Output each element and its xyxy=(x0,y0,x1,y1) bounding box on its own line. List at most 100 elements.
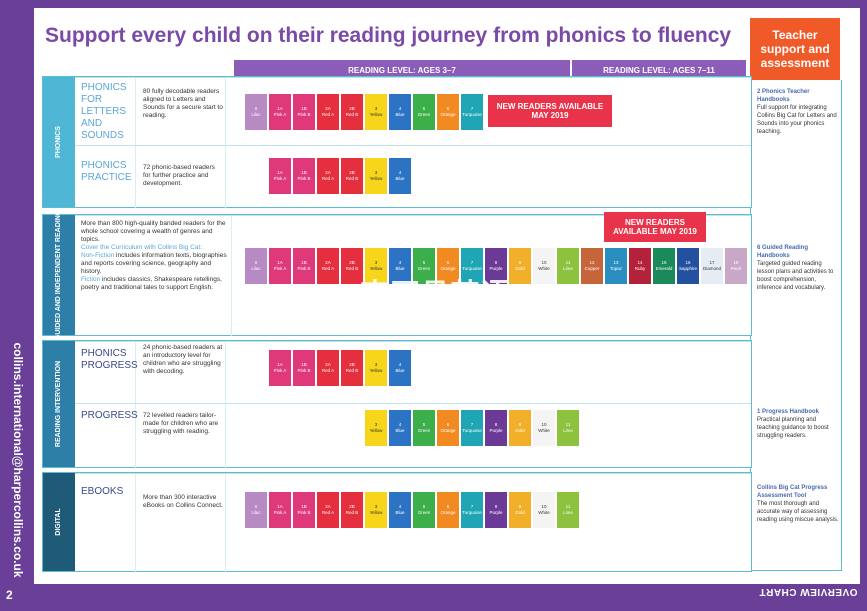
level-name: Blue xyxy=(395,112,405,117)
level-name: Pink A xyxy=(273,176,287,181)
level-number: 10 xyxy=(541,260,547,265)
level-block-orange: 6 Orange xyxy=(437,410,459,446)
level-block-turquoise: 7 Turquoise xyxy=(461,410,483,446)
level-number: 4 xyxy=(398,362,402,367)
level-number: 7 xyxy=(470,504,474,509)
level-block-lilac: 0 Lilac xyxy=(245,248,267,284)
level-name: Red B xyxy=(345,368,359,373)
row-title: PHONICS PRACTICE xyxy=(81,160,132,183)
level-block-red-b: 2B Red B xyxy=(341,248,363,284)
page-number: 2 xyxy=(6,588,13,602)
level-block-red-b: 2B Red B xyxy=(341,350,363,386)
level-name: Red A xyxy=(321,510,335,515)
level-name: Red B xyxy=(345,176,359,181)
level-number: 5 xyxy=(422,504,426,509)
level-number: 8 xyxy=(494,260,498,265)
level-number: 6 xyxy=(446,504,450,509)
level-number: 1A xyxy=(277,170,283,175)
row-title: EBOOKS xyxy=(81,486,124,497)
level-block-lime: 11 Lime xyxy=(557,248,579,284)
level-name: Lime xyxy=(563,510,573,515)
level-number: 16 xyxy=(685,260,691,265)
level-block-pink-a: 1A Pink A xyxy=(269,350,291,386)
section-header-digital: DIGITAL xyxy=(43,473,75,571)
level-number: 9 xyxy=(518,422,522,427)
level-name: Red B xyxy=(345,266,359,271)
level-number: 2A xyxy=(325,504,331,509)
level-block-turquoise: 7 Turquoise xyxy=(461,248,483,284)
level-name: White xyxy=(538,266,550,271)
level-name: Pink B xyxy=(297,510,311,515)
level-number: 6 xyxy=(446,106,450,111)
level-block-pink-b: 1B Pink B xyxy=(293,158,315,194)
level-name: Ruby xyxy=(634,266,646,271)
level-block-blue: 4 Blue xyxy=(389,492,411,528)
level-number: 5 xyxy=(422,260,426,265)
level-number: 1A xyxy=(277,362,283,367)
level-block-pearl: 18 Pearl xyxy=(725,248,747,284)
level-name: Turquoise xyxy=(462,112,482,117)
level-name: Orange xyxy=(440,112,456,117)
teacher-note-guided: 6 Guided Reading Handbooks Targeted guide… xyxy=(757,245,834,291)
level-block-green: 5 Green xyxy=(413,492,435,528)
level-block-lilac: 0 Lilac xyxy=(245,492,267,528)
level-name: Orange xyxy=(440,266,456,271)
level-number: 2B xyxy=(349,362,355,367)
level-number: 9 xyxy=(518,260,522,265)
level-name: Purple xyxy=(489,266,503,271)
level-block-pink-b: 1B Pink B xyxy=(293,248,315,284)
level-number: 18 xyxy=(733,260,739,265)
level-block-pink-a: 1A Pink A xyxy=(269,158,291,194)
level-name: Purple xyxy=(489,428,503,433)
level-block-purple: 8 Purple xyxy=(485,248,507,284)
level-number: 4 xyxy=(398,170,402,175)
level-number: 11 xyxy=(565,260,571,265)
level-block-turquoise: 7 Turquoise xyxy=(461,94,483,130)
level-number: 7 xyxy=(470,260,474,265)
level-name: Pink B xyxy=(297,368,311,373)
level-block-blue: 4 Blue xyxy=(389,158,411,194)
row-description: More than 300 interactive eBooks on Coll… xyxy=(143,494,223,509)
teacher-note-phonics: 2 Phonics Teacher Handbooks Full support … xyxy=(757,89,837,135)
level-name: Yellow xyxy=(369,510,383,515)
teacher-note-assessment: Collins Big Cat Progress Assessment Tool… xyxy=(757,485,839,523)
level-block-diamond: 17 Diamond xyxy=(701,248,723,284)
level-name: Gold xyxy=(515,510,525,515)
level-name: Pink B xyxy=(297,266,311,271)
level-block-orange: 6 Orange xyxy=(437,248,459,284)
level-block-red-a: 2A Red A xyxy=(317,158,339,194)
level-number: 1B xyxy=(301,362,307,367)
teacher-note-progress: 1 Progress Handbook Practical planning an… xyxy=(757,409,829,439)
level-number: 15 xyxy=(661,260,667,265)
level-name: Red B xyxy=(345,510,359,515)
level-number: 11 xyxy=(565,422,571,427)
reading-level-ages-7-11: READING LEVEL: AGES 7–11 xyxy=(572,60,746,80)
level-block-red-b: 2B Red B xyxy=(341,94,363,130)
level-name: Red A xyxy=(321,266,335,271)
level-block-yellow: 3 Yellow xyxy=(365,158,387,194)
level-name: Turquoise xyxy=(462,266,482,271)
level-name: Turquoise xyxy=(462,510,482,515)
level-block-yellow: 3 Yellow xyxy=(365,350,387,386)
level-block-gold: 9 Gold xyxy=(509,492,531,528)
level-block-blue: 4 Blue xyxy=(389,94,411,130)
section-digital: DIGITAL EBOOKS More than 300 interactive… xyxy=(42,472,752,572)
level-name: Purple xyxy=(489,510,503,515)
level-block-white: 10 White xyxy=(533,492,555,528)
watermark: M·李开具英语 xyxy=(325,279,510,312)
level-number: 4 xyxy=(398,260,402,265)
level-number: 4 xyxy=(398,422,402,427)
level-number: 1A xyxy=(277,504,283,509)
level-name: Pink A xyxy=(273,266,287,271)
level-number: 6 xyxy=(446,422,450,427)
section-phonics: PHONICS PHONICS FOR LETTERS AND SOUNDS 8… xyxy=(42,76,752,208)
teacher-support-header: Teacher support and assessment xyxy=(750,18,840,80)
email-link[interactable]: collins.international@harpercollins.co.u… xyxy=(11,342,25,578)
level-number: 0 xyxy=(254,106,258,111)
level-name: Lilac xyxy=(251,112,261,117)
level-number: 3 xyxy=(374,362,378,367)
level-name: Red A xyxy=(321,368,335,373)
level-number: 11 xyxy=(565,504,571,509)
level-name: Yellow xyxy=(369,266,383,271)
level-number: 7 xyxy=(470,106,474,111)
